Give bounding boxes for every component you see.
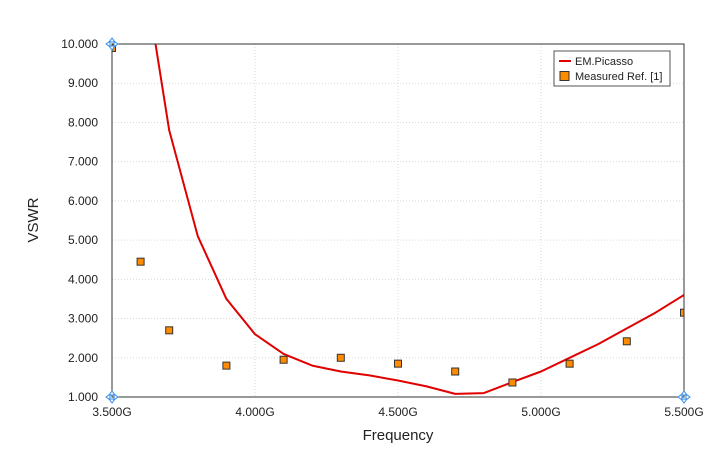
x-axis-title: Frequency: [363, 427, 434, 444]
y-tick-label: 7.000: [68, 155, 98, 169]
legend-label: EM.Picasso: [575, 56, 633, 68]
measured-point: [136, 257, 145, 266]
series-line-em-picasso: [154, 44, 684, 395]
legend-swatch-marker: [559, 71, 570, 81]
y-axis-ticks: 1.000 2.000 3.000 4.000 5.000 6.000 7.000 8.000…: [61, 37, 98, 404]
y-tick-label: 5.000: [68, 233, 98, 247]
x-tick-label: 5.500G: [664, 405, 703, 419]
measured-point: [165, 326, 174, 335]
measured-point: [680, 308, 684, 317]
series-layer: [112, 44, 684, 395]
measured-point: [565, 359, 574, 368]
legend: EM.Picasso Measured Ref. [1]: [553, 50, 671, 87]
legend-box: [553, 50, 671, 87]
measured-point: [222, 361, 231, 370]
zoom-handle-bottom-left-icon[interactable]: [105, 390, 119, 404]
y-tick-label: 3.000: [68, 312, 98, 326]
y-tick-label: 4.000: [68, 272, 98, 286]
measured-point: [622, 337, 631, 346]
y-tick-label: 9.000: [68, 76, 98, 90]
y-tick-label: 2.000: [68, 351, 98, 365]
y-axis-title: VSWR: [25, 197, 42, 242]
measured-point: [508, 378, 517, 387]
x-axis-ticks: 3.500G 4.000G 4.500G 5.000G 5.500G: [92, 405, 703, 419]
y-tick-label: 1.000: [68, 390, 98, 404]
plot-frame: [111, 43, 685, 398]
x-tick-label: 4.000G: [235, 405, 274, 419]
legend-label: Measured Ref. [1]: [575, 71, 662, 83]
zoom-handles[interactable]: [105, 37, 691, 404]
y-tick-label: 6.000: [68, 194, 98, 208]
zoom-handle-bottom-right-icon[interactable]: [677, 390, 691, 404]
x-tick-label: 5.000G: [521, 405, 560, 419]
measured-point: [451, 367, 460, 376]
zoom-handle-top-left-icon[interactable]: [105, 37, 119, 51]
measured-point: [394, 359, 402, 368]
y-tick-label: 10.000: [61, 37, 98, 51]
y-tick-label: 8.000: [68, 115, 98, 129]
measured-point: [279, 355, 288, 364]
x-tick-label: 4.500G: [378, 405, 417, 419]
measured-point: [336, 353, 345, 362]
x-tick-label: 3.500G: [92, 405, 131, 419]
